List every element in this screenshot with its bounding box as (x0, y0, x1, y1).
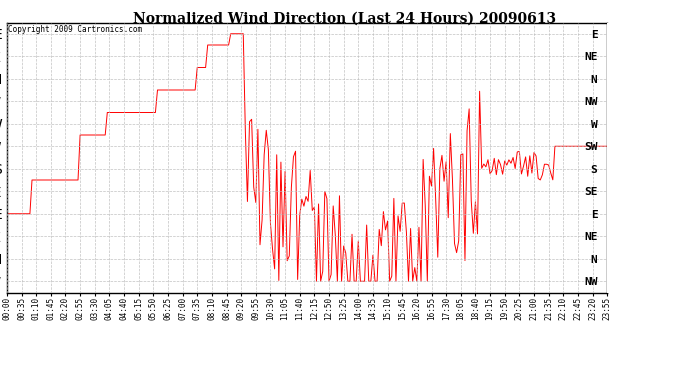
Text: Copyright 2009 Cartronics.com: Copyright 2009 Cartronics.com (8, 25, 142, 34)
Text: Normalized Wind Direction (Last 24 Hours) 20090613: Normalized Wind Direction (Last 24 Hours… (133, 11, 557, 25)
